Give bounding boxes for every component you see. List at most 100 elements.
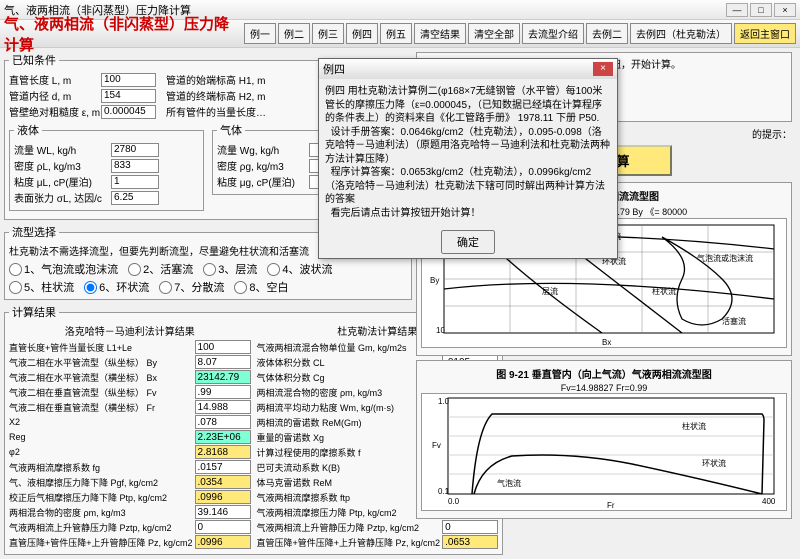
clear-results-button[interactable]: 清空结果 — [414, 23, 466, 44]
svg-text:1.0: 1.0 — [438, 397, 450, 406]
svg-text:0.0: 0.0 — [448, 497, 460, 506]
result-label: 计算过程使用的摩擦系数 f — [257, 446, 441, 459]
chart2-group: 图 9-21 垂直管内（向上气流）气液两相流流型图 Fv=14.98827 Fr… — [416, 360, 792, 519]
goto-flow-intro-button[interactable]: 去流型介绍 — [522, 23, 584, 44]
result-value[interactable] — [195, 340, 251, 354]
minimize-icon[interactable]: — — [726, 3, 748, 17]
result-label: 校正后气相摩擦压力降下降 Ptp, kg/cm2 — [9, 491, 193, 504]
radio-6[interactable]: 6、环状流 — [84, 279, 149, 295]
result-label: 气液二相在垂直管流型（横坐标） Fr — [9, 401, 193, 414]
result-label: 直管长度+管件当量长度 L1+Le — [9, 341, 193, 354]
result-label: 气液二相在水平管流型（横坐标） Bx — [9, 371, 193, 384]
pipe-length-input[interactable] — [101, 73, 156, 87]
dialog-titlebar[interactable]: 例四 × — [319, 59, 617, 79]
example-3-button[interactable]: 例三 — [312, 23, 344, 44]
result-label: 气、液相摩擦压力降下降 Pgf, kg/cm2 — [9, 476, 193, 489]
result-label: 气液二相在水平管流型（纵坐标） By — [9, 356, 193, 369]
svg-text:气泡流: 气泡流 — [497, 478, 521, 488]
goto-ex2-button[interactable]: 去例二 — [586, 23, 628, 44]
result-label: 气液两相流摩擦压力降 Ptp, kg/cm2 — [257, 506, 441, 519]
result-label: 气体体积分数 Cg — [257, 371, 441, 384]
svg-text:气泡流或泡沫流: 气泡流或泡沫流 — [697, 253, 753, 263]
radio-7[interactable]: 7、分散流 — [159, 279, 224, 295]
result-value[interactable] — [195, 415, 251, 429]
svg-text:Bx: Bx — [602, 338, 611, 347]
svg-text:10: 10 — [436, 326, 445, 335]
result-label: 两相流混合物的密度 ρm, kg/m3 — [257, 386, 441, 399]
result-value[interactable] — [195, 475, 251, 489]
example-2-button[interactable]: 例二 — [278, 23, 310, 44]
liq-den-input[interactable] — [111, 159, 159, 173]
result-value[interactable] — [195, 460, 251, 474]
dialog-ok-button[interactable]: 确定 — [441, 230, 495, 254]
pipe-length-label: 直管长度 L, m — [9, 72, 99, 87]
result-label: 重量的雷诺数 Xg — [257, 431, 441, 444]
result-label: 气液两相流上升管静压力降 Pztp, kg/cm2 — [257, 521, 441, 534]
result-value[interactable] — [195, 385, 251, 399]
result-label: 气液两相流混合物单位量 Gm, kg/m2s — [257, 341, 441, 354]
goto-ex4-button[interactable]: 去例四（杜克勒法） — [630, 23, 732, 44]
result-label: 巴可夫流动系数 K(B) — [257, 461, 441, 474]
liq-flow-input[interactable] — [111, 143, 159, 157]
radio-4[interactable]: 4、波状流 — [267, 261, 332, 277]
gas-flow-label: 流量 Wg, kg/h — [217, 142, 307, 157]
result-value[interactable] — [195, 490, 251, 504]
known-legend: 已知条件 — [9, 52, 59, 68]
dialog-title: 例四 — [323, 61, 345, 77]
result-value[interactable] — [195, 535, 251, 549]
svg-text:环状流: 环状流 — [702, 458, 726, 468]
result-value[interactable] — [195, 430, 251, 444]
chart2-sub: Fv=14.98827 Fr=0.99 — [421, 383, 787, 393]
radio-3[interactable]: 3、层流 — [203, 261, 257, 277]
svg-text:柱状流: 柱状流 — [652, 286, 676, 296]
result-value[interactable] — [442, 535, 498, 549]
radio-2[interactable]: 2、活塞流 — [128, 261, 193, 277]
gas-vis-label: 粘度 μg, cP(厘泊) — [217, 174, 307, 189]
svg-text:柱状流: 柱状流 — [682, 421, 706, 431]
return-main-button[interactable]: 返回主窗口 — [734, 23, 796, 44]
result-label: 气液二相在垂直管流型（纵坐标） Fv — [9, 386, 193, 399]
result-label: φ2 — [9, 447, 193, 457]
svg-text:Fr: Fr — [607, 501, 615, 510]
result-value[interactable] — [195, 355, 251, 369]
example-4-button[interactable]: 例四 — [346, 23, 378, 44]
note3-label: 所有管件的当量长度… — [166, 104, 266, 119]
dialog-body: 例四 用杜克勒法计算例二(φ168×7无缝钢管（水平管）每100米管长的摩擦压力… — [319, 79, 617, 226]
svg-text:活塞流: 活塞流 — [722, 316, 746, 326]
example-5-button[interactable]: 例五 — [380, 23, 412, 44]
result-label: 直管压降+管件压降+上升管静压降 Pz, kg/cm2 — [257, 536, 441, 549]
svg-text:By: By — [430, 276, 439, 285]
toolbar: 气、液两相流（非闪蒸型）压力降计算 例一 例二 例三 例四 例五 清空结果 清空… — [0, 20, 800, 48]
example4-dialog: 例四 × 例四 用杜克勒法计算例二(φ168×7无缝钢管（水平管）每100米管长… — [318, 58, 618, 259]
dialog-close-icon[interactable]: × — [593, 62, 613, 76]
result-label: 两相流的雷诺数 ReM(Gm) — [257, 416, 441, 429]
radio-5[interactable]: 5、柱状流 — [9, 279, 74, 295]
result-label: 气液两相流摩擦系数 fg — [9, 461, 193, 474]
gas-legend: 气体 — [217, 122, 245, 138]
result-value[interactable] — [195, 445, 251, 459]
result-value[interactable] — [195, 520, 251, 534]
roughness-input[interactable] — [101, 105, 156, 119]
close-icon[interactable]: × — [774, 3, 796, 17]
svg-text:0.1: 0.1 — [438, 487, 450, 496]
pipe-dia-input[interactable] — [101, 89, 156, 103]
maximize-icon[interactable]: □ — [750, 3, 772, 17]
result-label: 两相混合物的密度 ρm, kg/m3 — [9, 506, 193, 519]
example-1-button[interactable]: 例一 — [244, 23, 276, 44]
result-label: 两相流平均动力粘度 Wm, kg/(m·s) — [257, 401, 441, 414]
surf-input[interactable] — [111, 191, 159, 205]
result-value[interactable] — [195, 400, 251, 414]
result-label: Reg — [9, 432, 193, 442]
note2-label: 管道的终端标高 H2, m — [166, 88, 265, 103]
clear-all-button[interactable]: 清空全部 — [468, 23, 520, 44]
radio-8[interactable]: 8、空白 — [234, 279, 288, 295]
note1-label: 管道的始端标高 H1, m — [166, 72, 265, 87]
flow-select-legend: 流型选择 — [9, 224, 59, 240]
svg-text:层流: 层流 — [542, 286, 558, 296]
radio-1[interactable]: 1、气泡流或泡沫流 — [9, 261, 118, 277]
result-label: 直管压降+管件压降+上升管静压降 Pz, kg/cm2 — [9, 536, 193, 549]
liq-vis-label: 粘度 μL, cP(厘泊) — [14, 174, 109, 189]
result-value[interactable] — [195, 370, 251, 384]
result-value[interactable] — [195, 505, 251, 519]
liq-vis-input[interactable] — [111, 175, 159, 189]
